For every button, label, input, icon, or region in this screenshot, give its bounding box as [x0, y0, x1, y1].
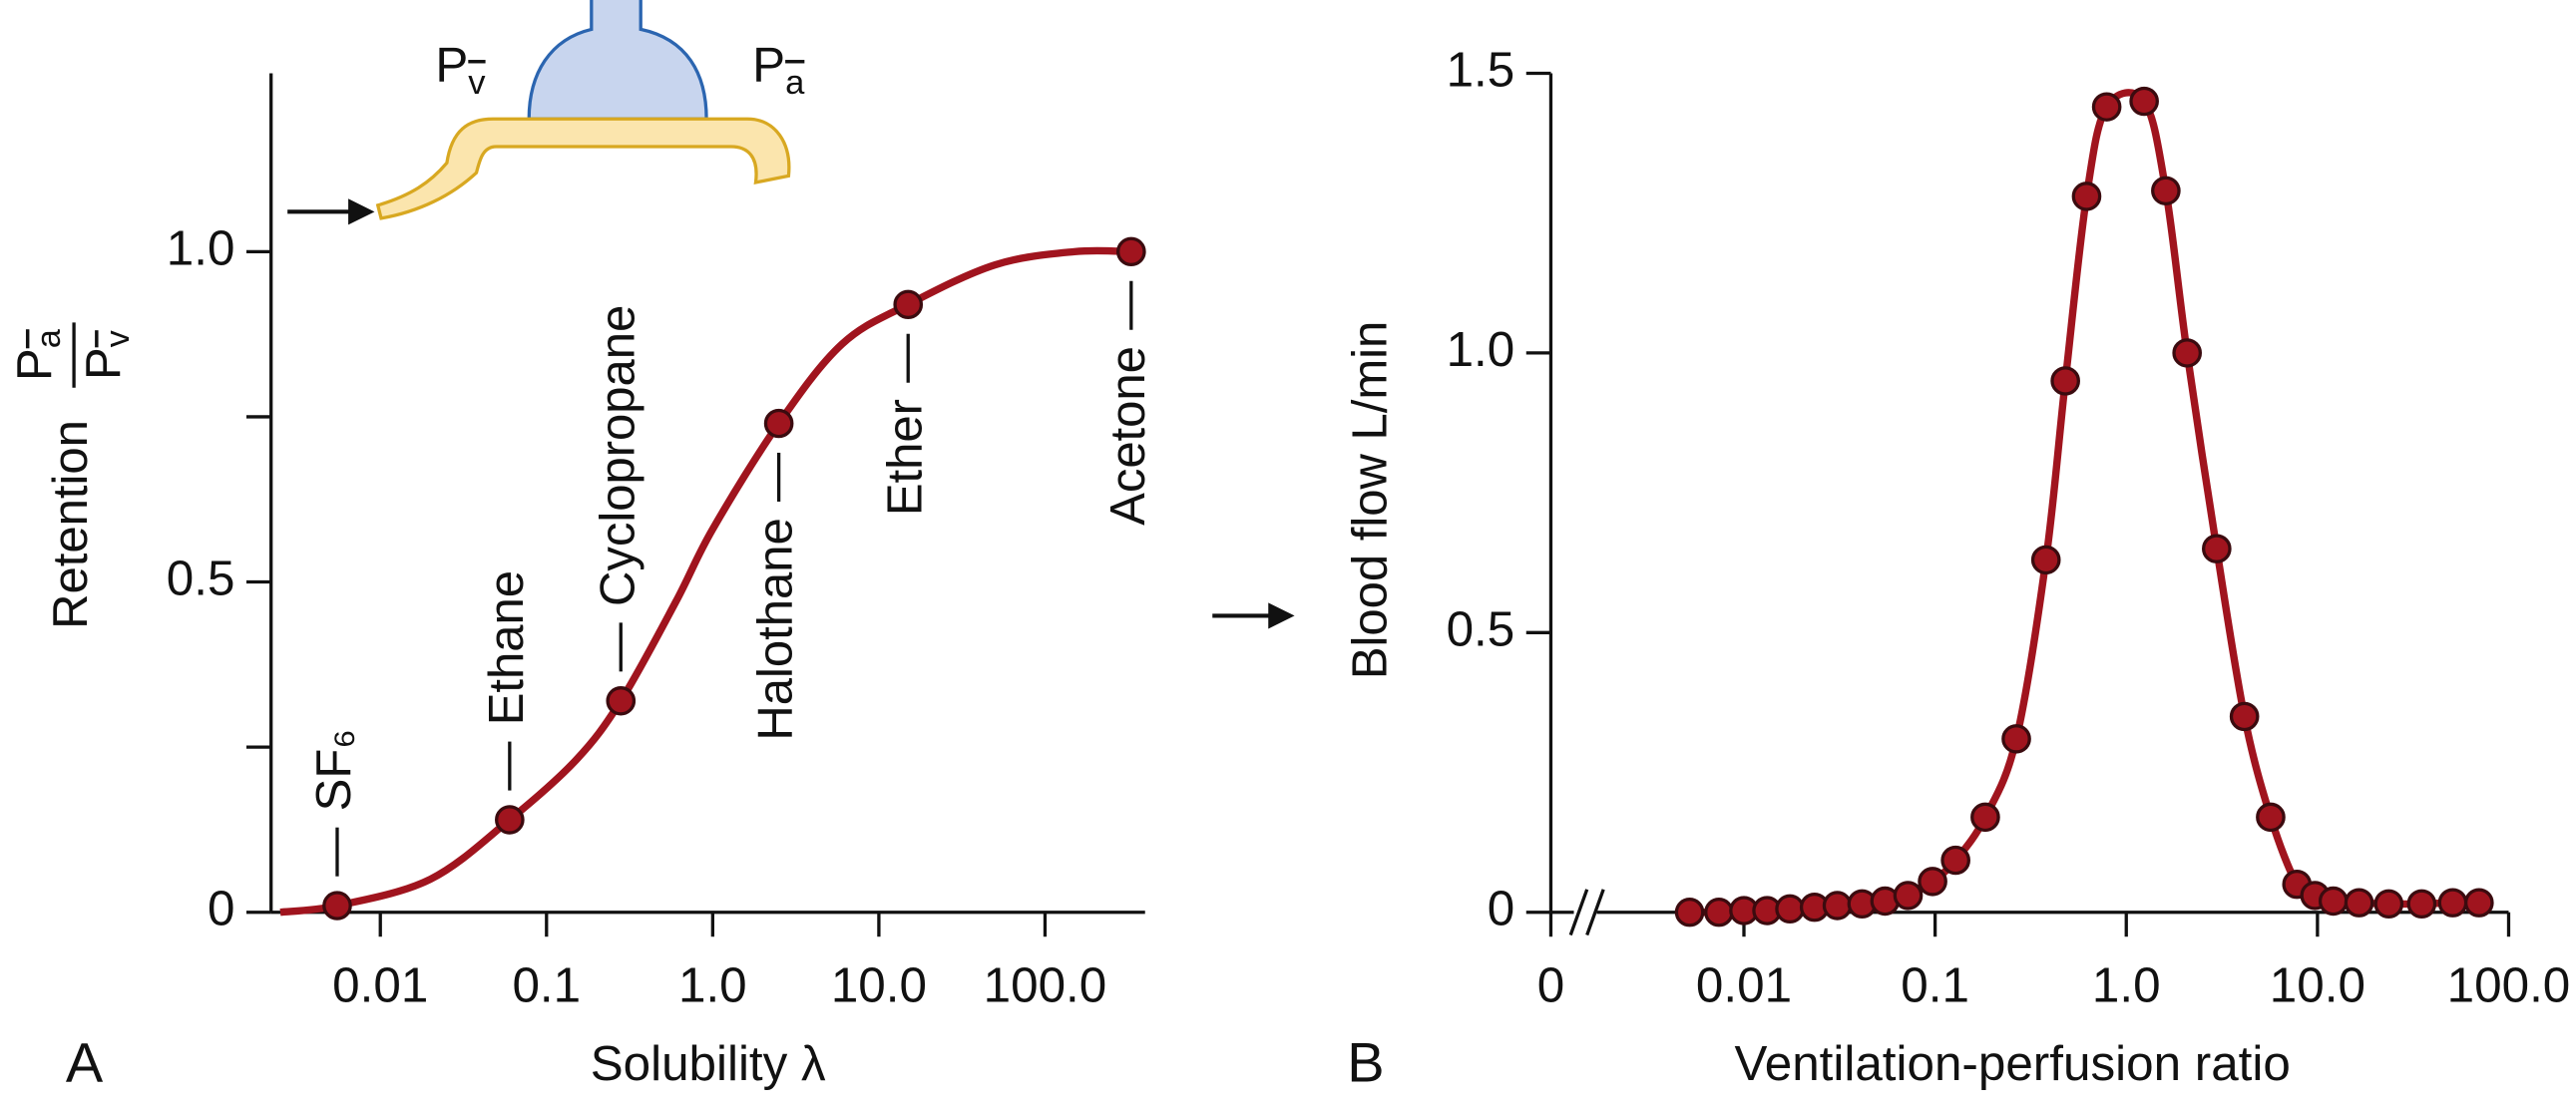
panel-arrow: [1212, 602, 1295, 629]
y-axis-title: Blood flow L/min: [1343, 321, 1398, 679]
curve: [1689, 89, 2479, 917]
inset-label: Pv: [435, 38, 486, 102]
data-point: [2202, 534, 2232, 563]
data-point: [1674, 898, 1705, 927]
data-point: [2172, 338, 2203, 368]
x-axis-title: Ventilation-perfusion ratio: [1735, 1036, 2291, 1091]
y-tick-label: 0: [1488, 882, 1514, 936]
data-point: [1116, 236, 1146, 267]
x-tick-label: 1.0: [2092, 958, 2161, 1013]
data-point: [1775, 894, 1805, 925]
data-point: [893, 289, 924, 320]
inset-diagram: [287, 0, 791, 225]
data-point: [1704, 898, 1734, 927]
data-point: [2437, 888, 2468, 918]
fraction-denominator: Pv: [76, 329, 137, 380]
x-tick-label: 10.0: [2270, 958, 2365, 1013]
data-point: [2463, 888, 2494, 918]
x-tick-label: 0.1: [1901, 958, 1969, 1013]
x-tick-label: 10.0: [831, 958, 927, 1013]
data-point: [2001, 724, 2031, 754]
point-label: SF₆: [306, 729, 361, 811]
data-point: [1940, 845, 1970, 876]
point-label: Cyclopropane: [590, 305, 644, 606]
y-tick-label: 1.5: [1447, 43, 1515, 98]
y-tick-label: 0.5: [1447, 601, 1515, 656]
data-point: [763, 408, 794, 439]
data-point: [2256, 802, 2286, 833]
inset-label-sub: v: [468, 64, 486, 102]
data-point: [1918, 867, 1947, 897]
data-point: [2373, 889, 2404, 920]
data-point: [1893, 881, 1924, 911]
point-label: Ethane: [479, 570, 534, 725]
x-axis-title: Solubility λ: [591, 1036, 826, 1091]
data-point: [322, 891, 352, 921]
x-tick-label: 100.0: [984, 958, 1107, 1013]
data-point: [2030, 545, 2061, 575]
fraction-numerator: Pa: [7, 328, 68, 381]
x-tick-label: 0: [1537, 958, 1564, 1013]
fraction-sub: a: [30, 328, 68, 348]
data-point: [2151, 176, 2181, 205]
data-point: [495, 805, 525, 835]
axis-break: [1585, 889, 1605, 936]
x-tick-label: 0.01: [1696, 958, 1792, 1013]
fraction-main: P: [76, 347, 131, 380]
fraction-main: P: [7, 348, 62, 381]
inset-label-main: P: [435, 38, 468, 93]
data-point: [2129, 86, 2159, 117]
fraction-sub: v: [99, 329, 137, 347]
x-tick-label: 0.1: [512, 958, 581, 1013]
data-point: [1970, 802, 2000, 833]
y-axis-label: Retention Pa Pv: [7, 322, 137, 629]
y-axis-title: Retention: [43, 420, 98, 629]
x-tick-label: 1.0: [678, 958, 747, 1013]
y-tick-label: 0.5: [167, 552, 235, 606]
inset-label-sub: a: [785, 64, 805, 102]
data-point: [1822, 891, 1853, 921]
data-point: [606, 686, 637, 716]
curve: [279, 246, 1131, 917]
inset-label: Pa: [752, 38, 805, 102]
y-tick-label: 1.0: [167, 220, 235, 275]
inset-label-main: P: [752, 38, 785, 93]
point-label: Ether: [877, 399, 932, 516]
y-tick-label: 1.0: [1447, 322, 1515, 377]
data-point: [2406, 889, 2437, 920]
y-tick-label: 0: [208, 882, 234, 936]
data-point: [2229, 701, 2260, 732]
data-point: [2344, 888, 2374, 918]
panel-letter: A: [66, 1032, 104, 1094]
axis-break: [1568, 889, 1589, 936]
data-point: [2318, 886, 2349, 917]
x-tick-label: 100.0: [2447, 958, 2571, 1013]
data-point: [2091, 92, 2122, 122]
point-label: Halothane: [747, 518, 802, 740]
panel-letter: B: [1347, 1032, 1384, 1094]
data-point: [2050, 366, 2080, 396]
data-point: [2071, 182, 2102, 211]
x-tick-label: 0.01: [332, 958, 428, 1013]
point-label: Acetone: [1100, 346, 1155, 526]
